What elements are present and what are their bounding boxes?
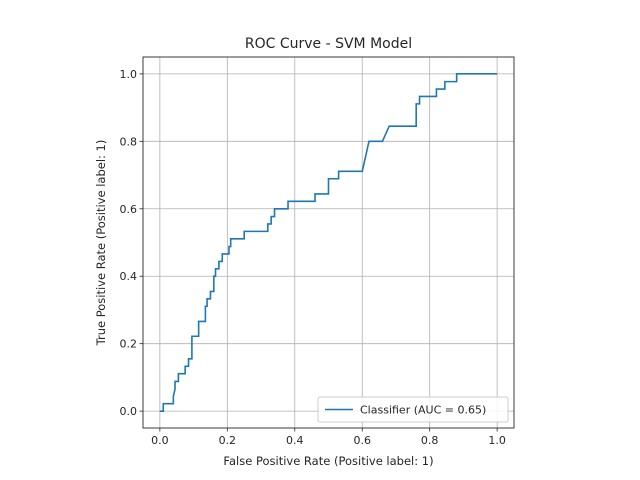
grid-lines [143,57,514,428]
plot-area-frame [142,56,515,429]
y-tick-label: 0.0 [120,405,138,418]
roc-curve-line [159,73,498,412]
x-tick-label: 0.2 [219,434,237,447]
chart-title: ROC Curve - SVM Model [245,36,412,52]
x-tick-label: 0.6 [353,434,371,447]
y-tick-label: 0.6 [120,203,138,216]
legend-box [317,396,509,423]
x-tick-label: 1.0 [488,434,506,447]
legend-entry-classifier: Classifier (AUC = 0.65) [360,404,486,417]
y-axis-label: True Positive Rate (Positive label: 1) [94,140,108,347]
y-tick-label: 0.4 [120,270,138,283]
x-tick-label: 0.0 [151,434,169,447]
y-tick-label: 0.2 [120,338,138,351]
axis-ticks: 0.0 0.2 0.4 0.6 0.8 1.0 0.0 0.2 0.4 0.6 0.8 1.0 [120,68,506,447]
y-tick-label: 1.0 [120,68,138,81]
plot-series [159,73,498,412]
x-tick-label: 0.8 [421,434,439,447]
x-axis-label: False Positive Rate (Positive label: 1) [223,454,433,468]
y-tick-label: 0.8 [120,135,138,148]
x-tick-label: 0.4 [286,434,304,447]
legend: Classifier (AUC = 0.65) [317,396,509,423]
